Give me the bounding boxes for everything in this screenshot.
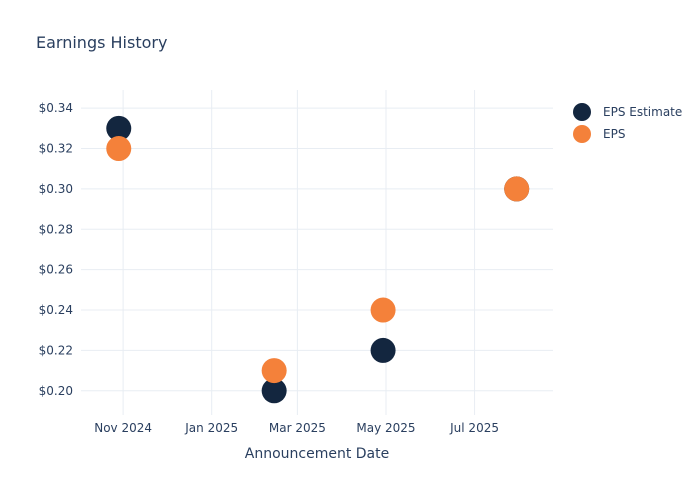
legend-label-eps: EPS [603, 127, 626, 141]
point-eps-2025-07-30[interactable] [504, 176, 530, 202]
x-tick-label-1: Jan 2025 [184, 421, 238, 435]
y-tick-label-7: $0.20 [39, 384, 73, 398]
point-eps-estimate-2024-10-29[interactable] [106, 115, 132, 141]
y-tick-label-0: $0.34 [39, 101, 73, 115]
x-tick-label-0: Nov 2024 [94, 421, 152, 435]
x-tick-label-3: May 2025 [356, 421, 415, 435]
y-tick-label-1: $0.32 [39, 142, 73, 156]
legend-item-eps[interactable]: EPS [573, 125, 682, 143]
legend-label-eps-estimate: EPS Estimate [603, 105, 683, 119]
point-eps-2024-10-29[interactable] [106, 136, 132, 162]
x-tick-label-4: Jul 2025 [449, 421, 499, 435]
y-tick-label-2: $0.30 [39, 182, 73, 196]
point-eps-estimate-2025-04-29[interactable] [370, 337, 396, 363]
point-eps-2025-02-13[interactable] [261, 358, 287, 384]
legend: EPS Estimate EPS [573, 103, 682, 143]
x-axis-title: Announcement Date [244, 446, 390, 462]
y-tick-label-3: $0.28 [39, 222, 73, 236]
eps-estimate-marker-icon [573, 103, 591, 121]
point-eps-estimate-2025-02-13[interactable] [261, 378, 287, 404]
x-tick-label-2: Mar 2025 [269, 421, 326, 435]
chart-title: Earnings History [36, 33, 168, 52]
eps-marker-icon [573, 125, 591, 143]
y-tick-label-5: $0.24 [39, 303, 73, 317]
legend-item-eps-estimate[interactable]: EPS Estimate [573, 103, 682, 121]
y-tick-label-4: $0.26 [39, 263, 73, 277]
y-tick-label-6: $0.22 [39, 343, 73, 357]
point-eps-2025-04-29[interactable] [370, 297, 396, 323]
